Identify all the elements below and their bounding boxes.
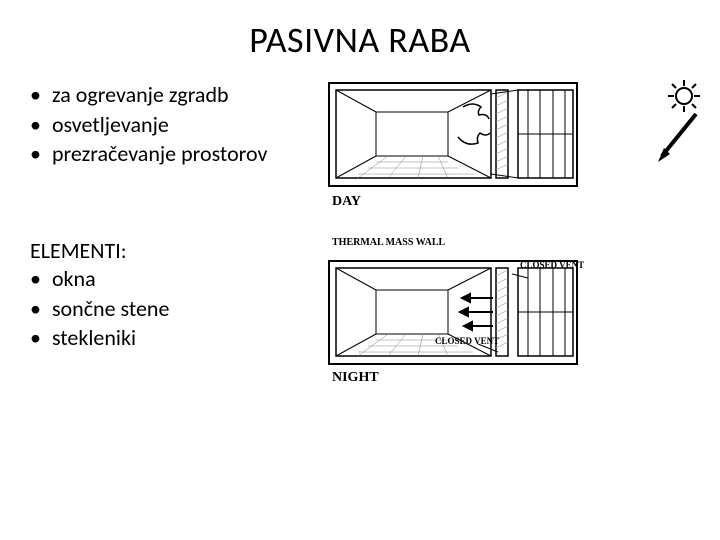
day-diagram-svg — [328, 82, 578, 187]
sun-icon — [656, 78, 706, 173]
closed-vent-bottom-label: CLOSED VENT — [435, 336, 499, 346]
closed-vent-top-label: CLOSED VENT — [520, 260, 584, 270]
day-label: DAY — [332, 194, 361, 210]
night-diagram-svg — [328, 260, 578, 365]
night-label: NIGHT — [332, 370, 379, 386]
page-title: PASIVNA RABA — [0, 0, 720, 62]
moon-icon — [664, 246, 700, 287]
thermal-mass-label: THERMAL MASS WALL — [332, 237, 445, 248]
day-diagram — [328, 82, 578, 187]
night-diagram — [328, 260, 578, 365]
